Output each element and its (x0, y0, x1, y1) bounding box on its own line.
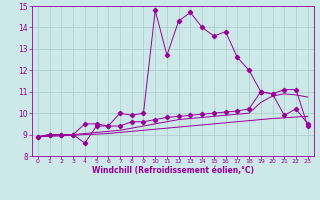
X-axis label: Windchill (Refroidissement éolien,°C): Windchill (Refroidissement éolien,°C) (92, 166, 254, 175)
